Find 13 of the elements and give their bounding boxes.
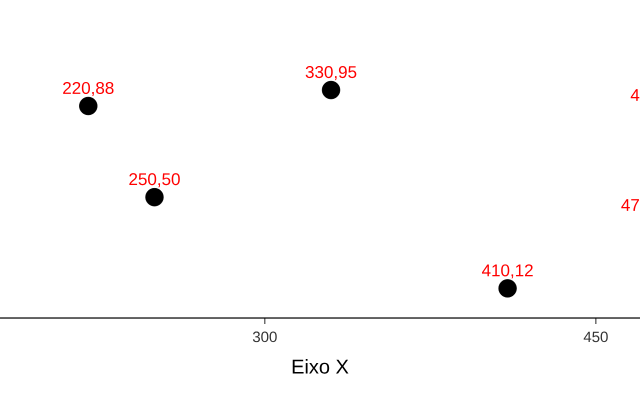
annotation: 4 (630, 89, 640, 101)
x-tick-label: 300 (252, 332, 277, 342)
point (79, 96, 98, 116)
point (145, 188, 164, 206)
point (498, 279, 517, 298)
annotation: 410,12 (482, 264, 533, 278)
point (322, 80, 340, 100)
annotation: 330,95 (306, 66, 356, 80)
x-axis-title: Eixo X (292, 359, 348, 374)
x-tick-label: 450 (584, 332, 608, 342)
annotation: 47 (621, 199, 639, 211)
annotation: 220,88 (63, 82, 114, 96)
annotation: 250,50 (129, 173, 180, 188)
